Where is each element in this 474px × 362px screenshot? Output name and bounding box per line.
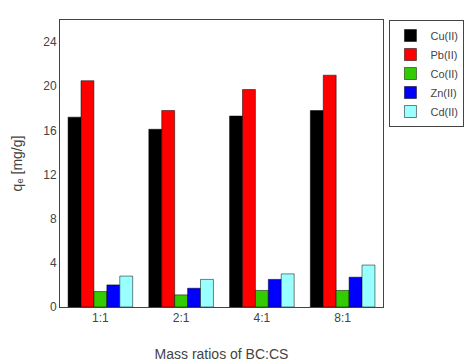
svg-text:8: 8 [50,212,57,226]
svg-text:4: 4 [50,256,57,270]
svg-text:20: 20 [43,79,57,93]
svg-text:Zn(II): Zn(II) [430,87,456,99]
svg-text:qₑ [mg/g]: qₑ [mg/g] [9,136,25,192]
svg-text:2:1: 2:1 [173,311,190,325]
svg-text:0: 0 [50,300,57,314]
svg-text:Pb(II): Pb(II) [430,49,457,61]
svg-text:Co(II): Co(II) [430,68,458,80]
svg-text:24: 24 [43,35,57,49]
svg-text:8:1: 8:1 [334,311,351,325]
svg-text:1:1: 1:1 [92,311,109,325]
svg-text:Cu(II): Cu(II) [430,30,458,42]
svg-text:Cd(II): Cd(II) [430,106,458,118]
svg-text:16: 16 [43,124,57,138]
svg-text:4:1: 4:1 [254,311,271,325]
svg-text:Mass ratios of BC:CS: Mass ratios of BC:CS [155,346,289,362]
svg-text:12: 12 [43,168,57,182]
